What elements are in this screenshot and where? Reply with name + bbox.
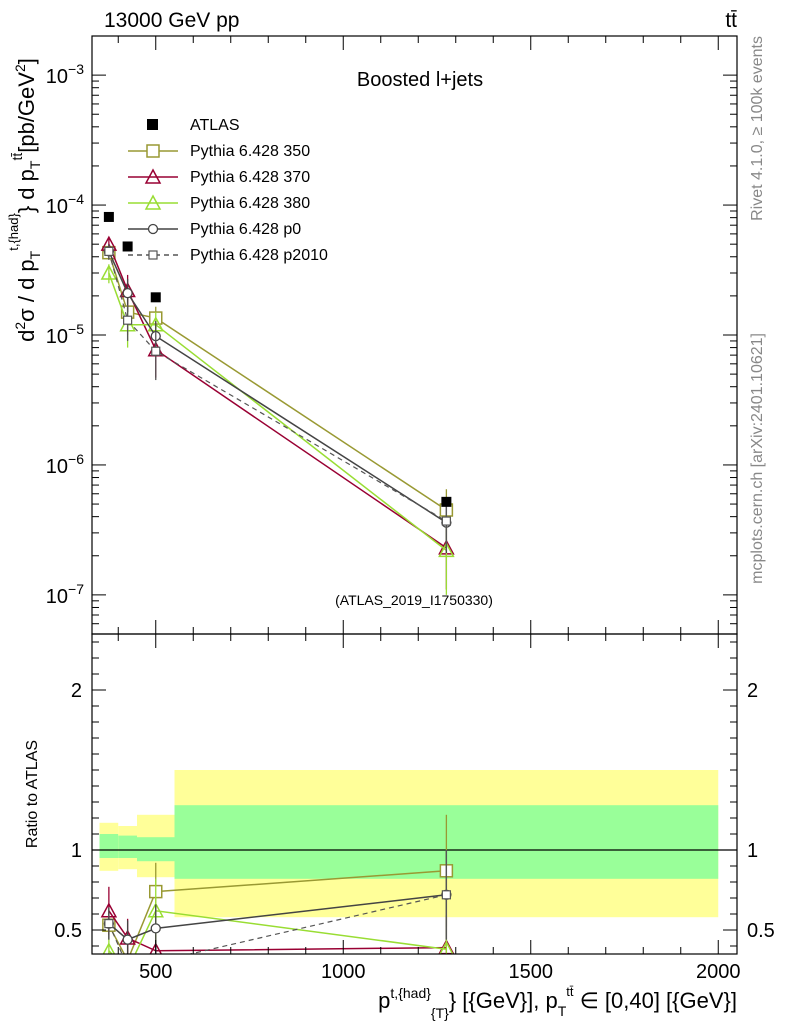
uncertainty-band-green — [137, 837, 175, 862]
main-frame — [91, 35, 738, 635]
y-tick-label: 10−4 — [46, 191, 84, 218]
y-tick-label: 10−7 — [46, 581, 84, 608]
series-marker — [151, 346, 161, 356]
series-line — [108, 272, 447, 551]
legend-label: Pythia 6.428 370 — [190, 169, 310, 186]
ratio-marker — [439, 940, 454, 954]
series-marker — [441, 516, 451, 526]
series-marker — [104, 246, 114, 256]
legend-marker — [148, 250, 158, 260]
ratio-marker — [121, 963, 135, 976]
header-energy-label: 13000 GeV pp — [104, 9, 239, 32]
legend: ATLAS Pythia 6.428 350 Pythia 6.428 370 Pyt… — [128, 117, 328, 264]
side-label-rivet: Rivet 4.1.0, ≥ 100k events — [749, 36, 766, 221]
series-line — [108, 252, 447, 511]
main-panel: 10−3 10−4 10−5 10−6 10−7 d2σ / d pTt,{had}} d… — [6, 35, 738, 635]
x-tick-label: 1500 — [509, 961, 554, 983]
ratio-marker — [149, 942, 163, 954]
y-tick-label: 10−6 — [46, 451, 84, 478]
series-marker — [438, 541, 455, 558]
series-1 — [100, 235, 455, 590]
legend-marker — [144, 168, 162, 184]
watermark: (ATLAS_2019_I1750330) — [335, 592, 493, 608]
ratio-x-ticks: 500 1000 1500 2000 — [117, 634, 741, 983]
ratio-marker — [124, 963, 132, 971]
series-marker — [100, 264, 118, 280]
series-line — [108, 251, 447, 522]
series-line — [108, 243, 447, 549]
y-tick-label: 10−3 — [46, 61, 84, 88]
legend-label: Pythia 6.428 350 — [190, 143, 310, 160]
ratio-y-label: Ratio to ATLAS — [24, 740, 41, 848]
main-x-ticks — [117, 36, 719, 634]
ratio-marker — [102, 942, 116, 954]
ratio-marker — [104, 918, 114, 929]
main-title: Boosted l+jets — [357, 69, 483, 91]
ratio-marker — [122, 934, 133, 945]
x-tick-label: 500 — [139, 961, 172, 983]
y-tick-label: 10−5 — [46, 321, 84, 348]
series-marker — [123, 315, 133, 325]
main-plot-area — [100, 211, 455, 595]
ratio-frame — [91, 633, 738, 955]
ratio-marker — [120, 953, 135, 954]
ratio-y-tick-label-right: 1 — [747, 840, 758, 862]
legend-label: Pythia 6.428 380 — [190, 195, 310, 212]
series-line — [108, 251, 447, 524]
legend-label: Pythia 6.428 p2010 — [190, 247, 328, 264]
ratio-line — [108, 894, 447, 941]
ratio-y-tick-label-right: 2 — [747, 680, 758, 702]
x-tick-label: 1000 — [321, 961, 366, 983]
ratio-marker — [150, 923, 161, 934]
x-tick-label: 2000 — [696, 961, 741, 983]
series-4 — [104, 244, 451, 551]
ratio-y-tick-label: 0.5 — [54, 920, 82, 942]
header-process-label: tt̄ — [725, 9, 737, 32]
main-y-label: d2σ / d pTt,{had}} d pTtt̄[pb/GeV2] — [6, 58, 43, 342]
uncertainty-band-green — [99, 834, 119, 858]
legend-marker — [146, 144, 160, 158]
x-axis-label: pt,{had}{T}} [{GeV}], pTtt̄ ∈ [0,40] [{G… — [378, 984, 737, 1021]
ratio-y-ticks: 0.5 0.5 1 1 2 2 — [54, 641, 775, 947]
atlas-point — [122, 241, 133, 252]
ratio-line — [108, 870, 447, 954]
ratio-marker — [441, 890, 451, 900]
series-marker — [122, 287, 133, 299]
main-y-ticks: 10−3 10−4 10−5 10−6 10−7 — [46, 35, 737, 635]
ratio-y-tick-label: 1 — [71, 840, 82, 862]
series-0 — [102, 245, 454, 544]
ratio-y-tick-label: 2 — [71, 680, 82, 702]
ratio-line — [108, 909, 447, 954]
legend-marker — [144, 194, 162, 210]
legend-label: Pythia 6.428 p0 — [190, 221, 301, 238]
ratio-y-tick-label-right: 0.5 — [747, 920, 775, 942]
ratio-line — [108, 910, 447, 952]
atlas-point — [441, 496, 452, 507]
legend-marker-atlas — [147, 119, 158, 130]
legend-label-atlas: ATLAS — [190, 117, 240, 134]
uncertainty-band-green — [118, 835, 137, 858]
atlas-data — [103, 211, 452, 507]
legend-marker — [147, 223, 159, 235]
atlas-point — [150, 292, 161, 303]
ratio-panel: 0.5 0.5 1 1 2 2 500 1000 1500 2000 Ratio to ATLAS p… — [24, 633, 775, 1021]
side-label-mcplots: mcplots.cern.ch [arXiv:2401.10621] — [749, 333, 766, 584]
atlas-point — [103, 211, 114, 222]
ratio-plot-area — [92, 770, 737, 976]
